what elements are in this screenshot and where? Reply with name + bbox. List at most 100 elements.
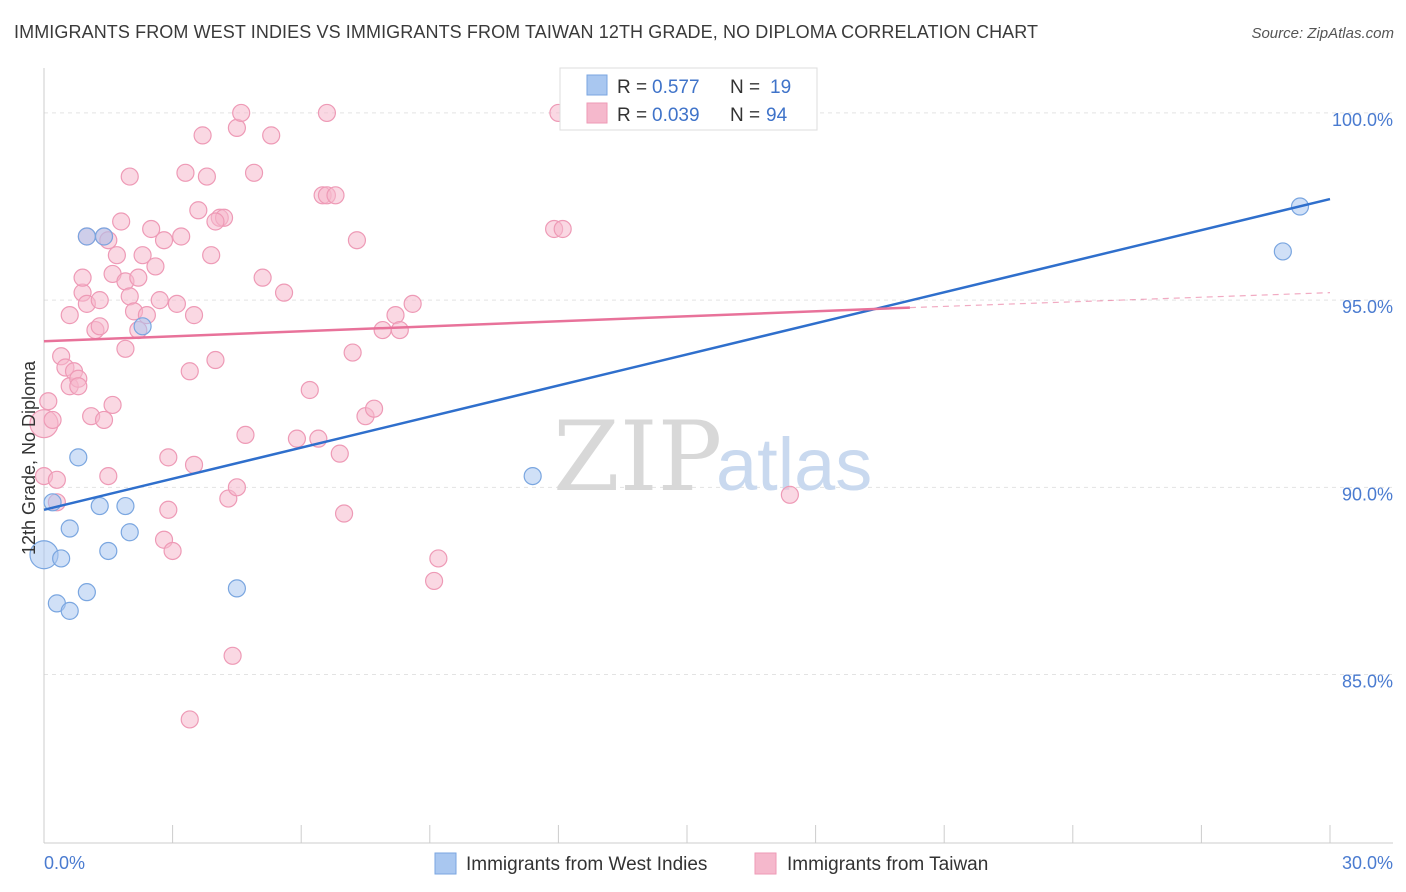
- x-axis-ticks: [43, 825, 1331, 843]
- point-taiwan-92: [180, 710, 199, 729]
- legend-n-value-west-indies: 19: [770, 77, 791, 98]
- point-taiwan-36: [146, 257, 165, 276]
- point-west-indies-12: [116, 496, 135, 516]
- watermark: ZIP atlas: [553, 401, 872, 513]
- point-taiwan-93: [43, 410, 62, 430]
- point-west-indies-4: [60, 601, 79, 620]
- point-taiwan-3: [47, 470, 66, 489]
- point-west-indies-3: [52, 549, 71, 568]
- point-west-indies-6: [69, 448, 88, 467]
- point-taiwan-32: [129, 268, 148, 287]
- point-west-indies-15: [227, 579, 246, 598]
- point-taiwan-88: [176, 163, 195, 182]
- point-taiwan-52: [206, 350, 225, 370]
- point-taiwan-2: [39, 392, 58, 411]
- point-taiwan-47: [184, 306, 204, 325]
- grid-lines: [44, 112, 1393, 676]
- point-taiwan-40: [159, 500, 178, 519]
- legend-n-value-taiwan: 94: [766, 105, 788, 126]
- point-taiwan-57: [227, 478, 246, 497]
- point-taiwan-75: [347, 231, 367, 250]
- y-tick-label-1: 95.0%: [1342, 297, 1393, 317]
- point-taiwan-26: [112, 212, 131, 231]
- legend-swatch-west-indies: [586, 74, 608, 96]
- point-taiwan-65: [287, 429, 307, 448]
- legend-r-label-west-indies: R =: [617, 77, 647, 98]
- point-taiwan-61: [244, 163, 264, 182]
- point-taiwan-64: [274, 283, 294, 302]
- trend-line-taiwan: [43, 306, 910, 343]
- bottom-legend-swatch-west-indies: [434, 852, 457, 875]
- point-taiwan-85: [553, 219, 572, 239]
- point-taiwan-44: [172, 227, 191, 246]
- point-taiwan-79: [386, 306, 405, 325]
- point-taiwan-62: [253, 268, 272, 287]
- point-taiwan-59: [232, 103, 251, 123]
- point-taiwan-11: [69, 377, 88, 396]
- series-west-indies-points: [29, 197, 1310, 620]
- bottom-legend: Immigrants from West Indies Immigrants f…: [434, 852, 988, 875]
- point-taiwan-24: [103, 395, 122, 415]
- point-west-indies-18: [1273, 242, 1292, 261]
- chart-title: IMMIGRANTS FROM WEST INDIES VS IMMIGRANT…: [14, 22, 1039, 42]
- point-west-indies-7: [77, 583, 96, 602]
- y-tick-label-3: 85.0%: [1342, 672, 1393, 692]
- point-taiwan-60: [236, 425, 255, 445]
- point-taiwan-87: [780, 485, 799, 504]
- point-taiwan-18: [90, 291, 109, 310]
- point-taiwan-69: [317, 103, 337, 123]
- legend-r-label-taiwan: R =: [617, 105, 647, 126]
- point-taiwan-90: [206, 212, 225, 231]
- y-tick-label-2: 90.0%: [1342, 484, 1393, 504]
- point-taiwan-80: [390, 320, 409, 340]
- point-taiwan-51: [202, 246, 221, 265]
- point-taiwan-49: [193, 126, 212, 145]
- bottom-legend-label-west-indies: Immigrants from West Indies: [466, 854, 707, 875]
- point-taiwan-74: [343, 343, 362, 362]
- stats-legend: R = 0.577 N = 19 R = 0.039 N = 94: [559, 67, 818, 131]
- point-taiwan-81: [403, 294, 422, 313]
- point-taiwan-73: [334, 504, 354, 523]
- point-taiwan-66: [300, 380, 319, 400]
- point-taiwan-71: [326, 186, 345, 205]
- legend-n-label-taiwan: N =: [730, 105, 760, 126]
- point-taiwan-37: [150, 291, 169, 310]
- bottom-legend-label-taiwan: Immigrants from Taiwan: [787, 854, 988, 875]
- source-label: Source: ZipAtlas.com: [1251, 25, 1394, 42]
- point-west-indies-10: [94, 227, 114, 246]
- point-taiwan-58: [227, 118, 246, 138]
- point-taiwan-35: [142, 219, 161, 239]
- point-taiwan-38: [154, 231, 174, 250]
- point-taiwan-78: [373, 320, 392, 340]
- point-taiwan-22: [99, 466, 118, 486]
- legend-swatch-taiwan: [586, 102, 608, 124]
- watermark-zip: ZIP: [553, 401, 722, 513]
- point-taiwan-45: [180, 362, 199, 381]
- point-taiwan-50: [197, 167, 216, 186]
- point-taiwan-72: [330, 444, 349, 463]
- axes: [43, 68, 1393, 844]
- point-taiwan-43: [167, 294, 186, 313]
- y-axis-label: 12th Grade, No Diploma: [19, 360, 39, 555]
- point-taiwan-27: [116, 339, 135, 358]
- trend-line-taiwan-extension: [909, 292, 1331, 309]
- x-tick-label-min: 0.0%: [44, 853, 85, 873]
- point-west-indies-11: [99, 541, 118, 561]
- point-taiwan-63: [262, 126, 281, 145]
- point-taiwan-82: [424, 571, 444, 591]
- legend-n-label-west-indies: N =: [730, 77, 760, 98]
- y-tick-label-0: 100.0%: [1332, 110, 1393, 130]
- point-taiwan-56: [223, 646, 242, 665]
- point-taiwan-83: [429, 549, 448, 568]
- point-taiwan-42: [163, 541, 182, 561]
- point-taiwan-29: [120, 287, 139, 306]
- point-west-indies-8: [77, 227, 96, 246]
- point-taiwan-8: [60, 306, 79, 325]
- point-west-indies-13: [120, 523, 139, 542]
- point-taiwan-89: [120, 167, 139, 186]
- point-west-indies-9: [90, 496, 109, 516]
- point-west-indies-5: [60, 519, 79, 538]
- point-taiwan-19: [90, 317, 109, 336]
- point-taiwan-33: [133, 246, 152, 265]
- point-west-indies-16: [523, 466, 542, 486]
